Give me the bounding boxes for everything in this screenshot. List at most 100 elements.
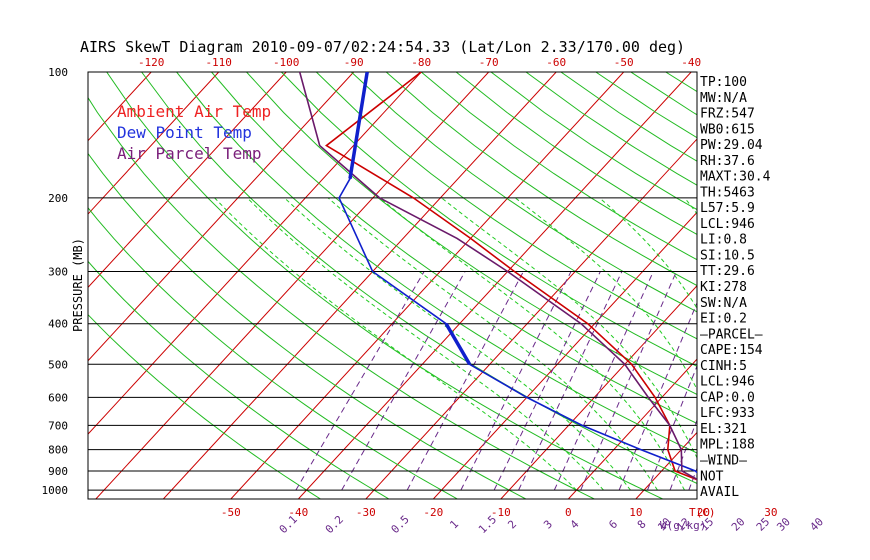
index-entry: LI:0.8 bbox=[700, 233, 747, 248]
dry-adiabat bbox=[771, 72, 870, 499]
y-axis-label: PRESSURE (MB) bbox=[71, 238, 85, 332]
temp-unit-label: T(C) bbox=[689, 506, 716, 519]
dry-adiabat bbox=[420, 72, 697, 261]
index-entry: —WIND— bbox=[700, 453, 747, 468]
bottom-temp-tick-label: -20 bbox=[423, 506, 443, 519]
index-entry: MW:N/A bbox=[700, 91, 747, 106]
legend-entry: Dew Point Temp bbox=[117, 123, 252, 142]
mixing-ratio-tick-label: 0.5 bbox=[389, 513, 412, 536]
pressure-tick-label: 300 bbox=[48, 266, 68, 279]
index-entry: SI:10.5 bbox=[700, 248, 755, 263]
top-temp-tick-label: -60 bbox=[546, 56, 566, 69]
index-entry: TH:5463 bbox=[700, 185, 755, 200]
mixing-ratio-tick-label: 6 bbox=[606, 518, 620, 532]
dry-adiabat bbox=[281, 72, 697, 367]
bottom-temp-tick-label: -30 bbox=[356, 506, 376, 519]
index-entry: MPL:188 bbox=[700, 438, 755, 453]
dry-adiabat bbox=[455, 72, 697, 235]
legend-entry: Ambient Air Temp bbox=[117, 102, 271, 121]
profile-series bbox=[298, 72, 697, 481]
mixing-ratio-line bbox=[460, 271, 572, 491]
chart-title: AIRS SkewT Diagram 2010-09-07/02:24:54.3… bbox=[80, 38, 685, 56]
plot-frame bbox=[87, 71, 698, 500]
moist-adiabat bbox=[759, 198, 820, 490]
isotherm-line bbox=[95, 72, 490, 499]
pressure-tick-label: 700 bbox=[48, 419, 68, 432]
bottom-temp-tick-label: 10 bbox=[629, 506, 642, 519]
isotherm-line bbox=[88, 72, 220, 215]
pressure-tick-label: 800 bbox=[48, 444, 68, 457]
air-parcel-temp-line bbox=[298, 72, 697, 481]
dry-adiabat bbox=[106, 72, 663, 499]
isotherm-line bbox=[432, 211, 697, 499]
mixing-ratio-tick-label: 8 bbox=[635, 518, 649, 532]
top-temp-tick-label: -90 bbox=[344, 56, 364, 69]
legend: Ambient Air Temp Dew Point Temp Air Parcel… bbox=[117, 102, 271, 163]
index-entry: LCL:946 bbox=[700, 375, 755, 390]
index-entry: PW:29.04 bbox=[700, 138, 763, 153]
isotherm-line bbox=[500, 285, 697, 499]
pressure-tick-label: 100 bbox=[48, 66, 68, 79]
dry-adiabat bbox=[88, 313, 321, 499]
mixing-ratio-tick-label: 40 bbox=[807, 515, 826, 534]
moist-adiabat bbox=[379, 197, 685, 491]
top-temp-tick-label: -100 bbox=[273, 56, 300, 69]
dry-adiabat bbox=[736, 72, 870, 499]
ambient-air-temp-line bbox=[324, 72, 697, 481]
index-entry: L57:5.9 bbox=[700, 201, 755, 216]
dry-adiabat bbox=[385, 72, 697, 287]
top-temp-tick-label: -40 bbox=[681, 56, 701, 69]
mixing-ratio-line bbox=[788, 272, 857, 491]
top-temp-tick-label: -110 bbox=[205, 56, 232, 69]
index-entry: EL:321 bbox=[700, 422, 747, 437]
top-temp-tick-label: -50 bbox=[614, 56, 634, 69]
index-entry: TP:100 bbox=[700, 75, 747, 90]
mixing-ratio-line bbox=[553, 271, 654, 491]
mixing-ratio-line bbox=[768, 272, 839, 491]
isotherm-line bbox=[365, 138, 697, 499]
bottom-temp-tick-label: 0 bbox=[565, 506, 572, 519]
index-entry: EI:0.2 bbox=[700, 312, 747, 327]
index-entry: SW:N/A bbox=[700, 296, 747, 311]
index-entry: FRZ:547 bbox=[700, 107, 755, 122]
dry-adiabat bbox=[315, 72, 697, 340]
index-entry: CAPE:154 bbox=[700, 343, 763, 358]
isotherm-line bbox=[771, 72, 870, 499]
mixing-ratio-tick-label: 2 bbox=[505, 518, 519, 532]
top-temp-tick-label: -80 bbox=[411, 56, 431, 69]
moist-adiabat bbox=[214, 197, 577, 491]
pressure-tick-label: 900 bbox=[48, 465, 68, 478]
isotherm-line bbox=[0, 72, 16, 499]
index-entry: TT:29.6 bbox=[700, 264, 755, 279]
dry-adiabat bbox=[176, 72, 697, 454]
bottom-temp-tick-label: 20 bbox=[697, 506, 710, 519]
moist-adiabat bbox=[819, 198, 847, 490]
bottom-temp-tick-label: 30 bbox=[764, 506, 777, 519]
isotherm-line bbox=[838, 72, 870, 499]
pressure-tick-label: 500 bbox=[48, 358, 68, 371]
mixing-ratio-tick-label: 1 bbox=[447, 518, 461, 532]
mixing-ratio-line bbox=[493, 271, 601, 491]
top-temp-tick-label: -70 bbox=[479, 56, 499, 69]
index-entry: —PARCEL— bbox=[700, 327, 763, 342]
isotherm-line bbox=[230, 72, 625, 499]
dry-adiabat bbox=[88, 207, 458, 499]
dew-point-thick-segment bbox=[444, 322, 472, 366]
index-entry: AVAIL bbox=[700, 485, 739, 500]
isotherm-line bbox=[297, 72, 692, 499]
top-temp-tick-label: -120 bbox=[138, 56, 165, 69]
legend-entry: Air Parcel Temp bbox=[117, 144, 262, 163]
background-grid bbox=[0, 72, 870, 499]
mixing-ratio-tick-label: 3 bbox=[541, 518, 555, 532]
bottom-temp-tick-label: -50 bbox=[221, 506, 241, 519]
isotherm-line bbox=[567, 358, 697, 499]
index-entry: CINH:5 bbox=[700, 359, 747, 374]
pressure-tick-label: 200 bbox=[48, 192, 68, 205]
pressure-tick-label: 1000 bbox=[42, 484, 69, 497]
dry-adiabat bbox=[88, 260, 390, 499]
mixing-ratio-line bbox=[518, 271, 623, 491]
index-entry: MAXT:30.4 bbox=[700, 170, 771, 185]
isotherm-line bbox=[88, 72, 287, 289]
bottom-temp-tick-label: -40 bbox=[288, 506, 308, 519]
